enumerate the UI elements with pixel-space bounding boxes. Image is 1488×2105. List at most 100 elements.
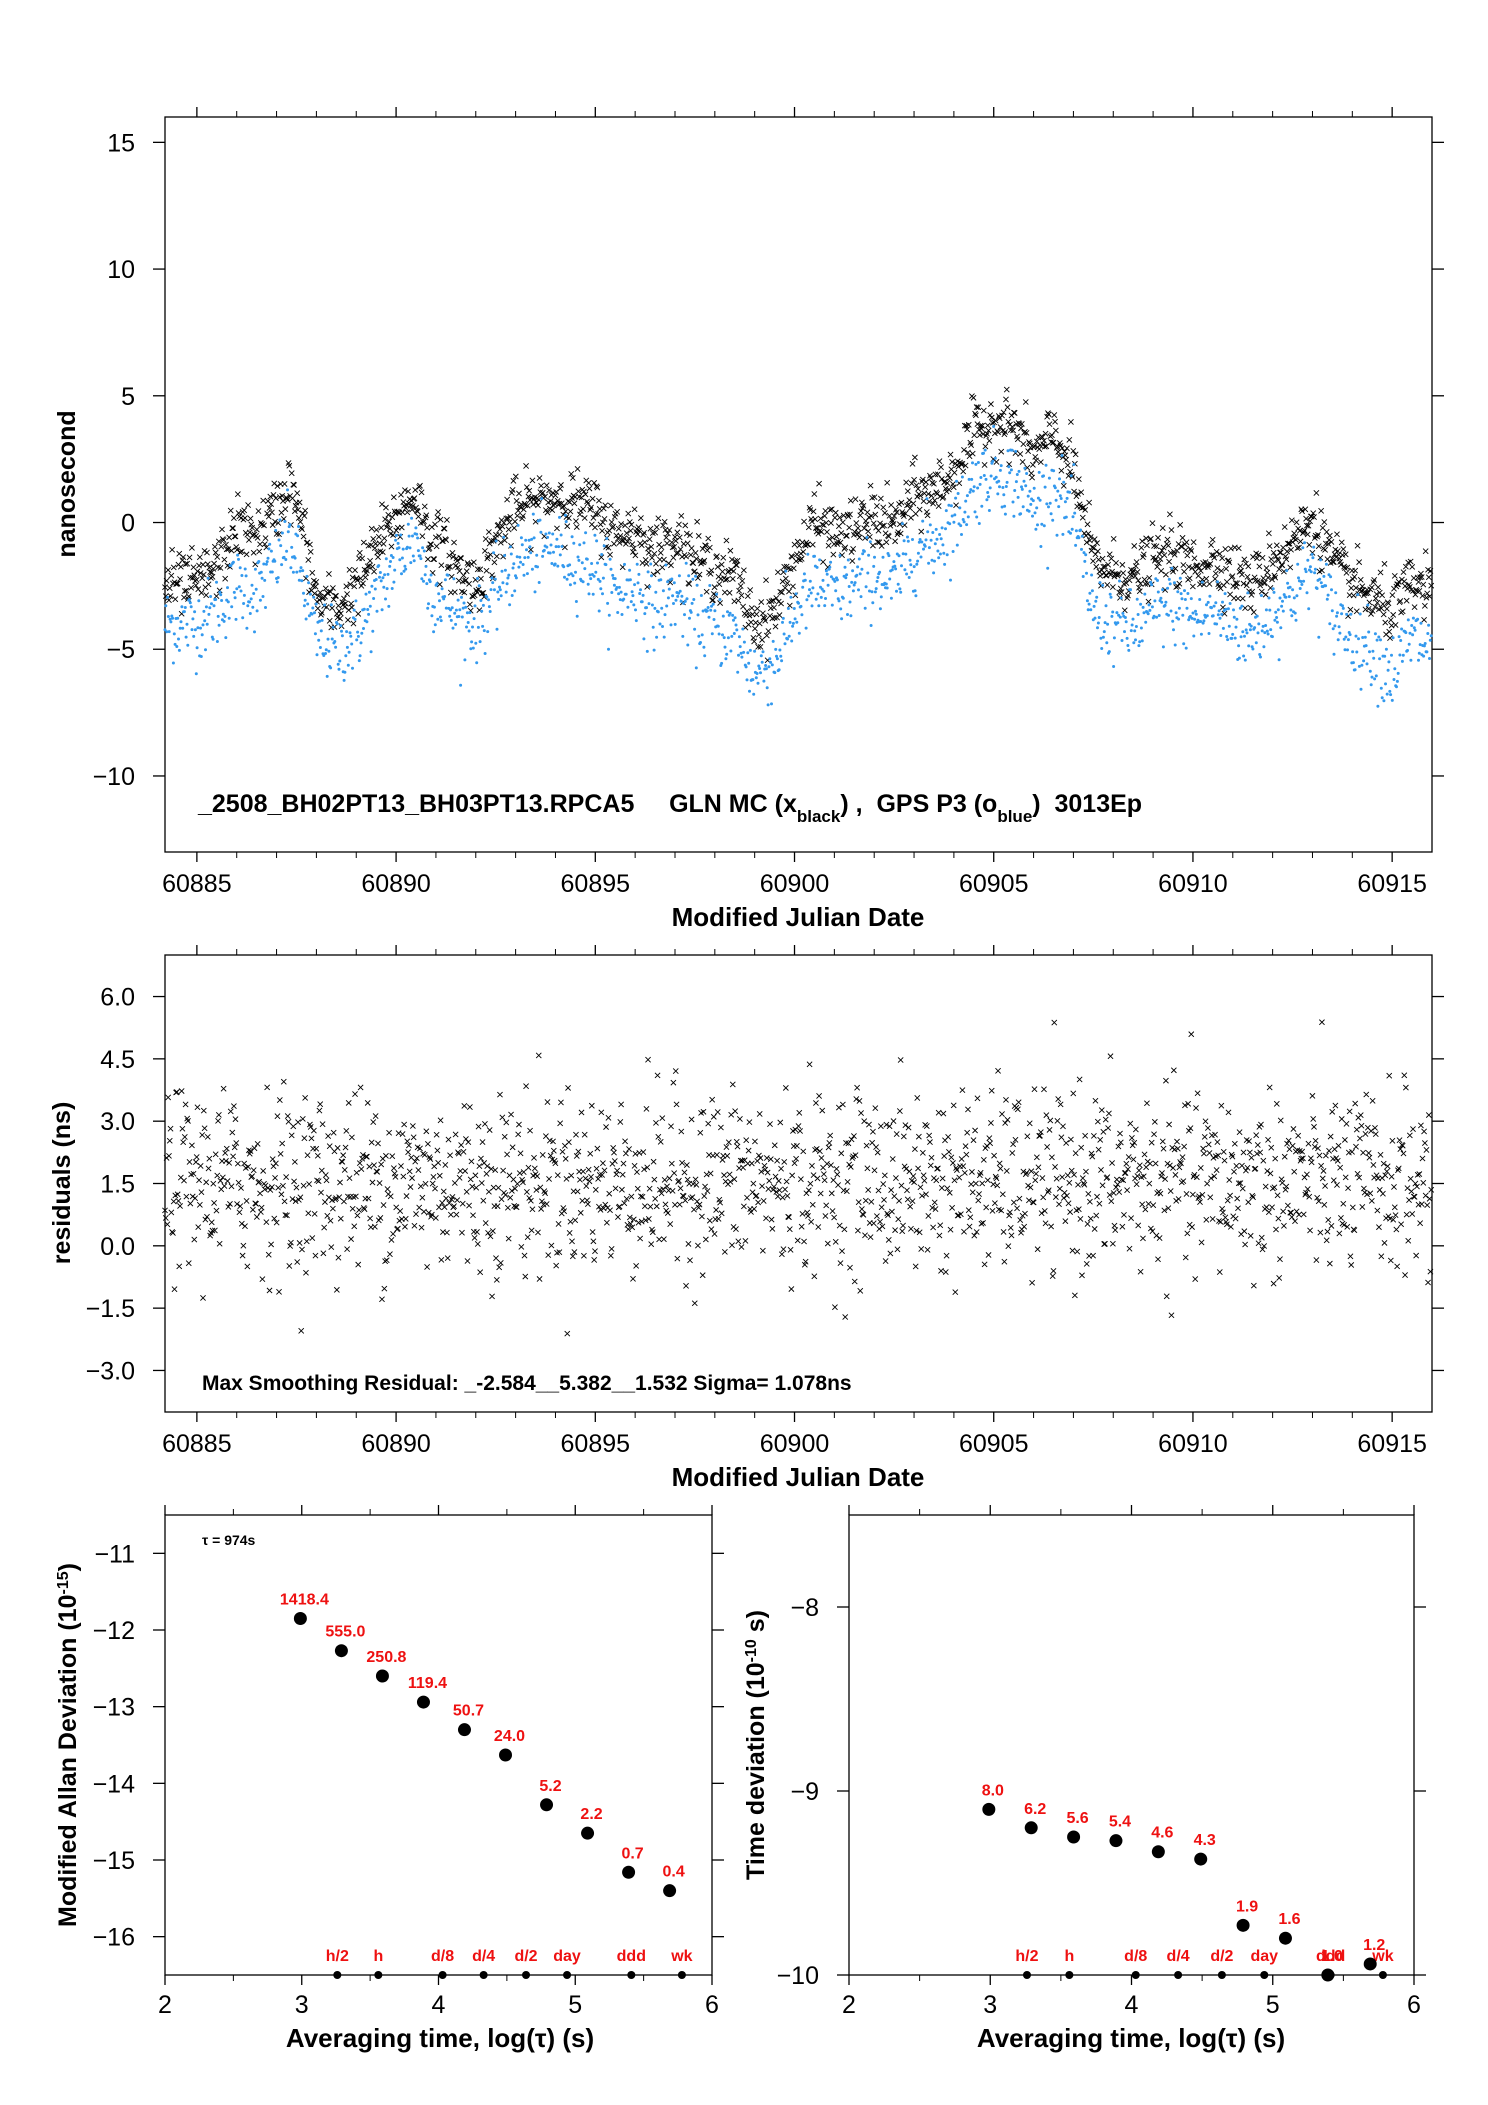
gps-point [895,589,898,593]
gln-point [763,577,769,584]
gps-point [1058,477,1061,481]
gps-point [1127,648,1131,652]
gln-point [1166,511,1173,518]
gln-point [461,589,468,596]
residual-point [1212,1131,1218,1138]
residual-point [1239,1162,1245,1169]
gps-point [708,584,712,587]
residual-point [310,1127,317,1134]
residual-point [991,1152,998,1159]
gln-point [677,546,684,553]
residual-point [1113,1176,1120,1183]
gps-point [781,616,785,620]
gps-point [270,570,274,574]
gln-point [584,500,591,507]
residual-point [1249,1192,1256,1199]
gps-point [456,598,460,602]
gps-point [460,595,463,599]
gln-point [1000,409,1007,416]
gps-point [323,603,327,607]
residual-point [1271,1184,1278,1191]
gln-point [911,476,918,483]
residual-point [1404,1185,1411,1192]
residual-point [390,1165,397,1172]
residual-point [740,1164,746,1171]
gln-point [1227,545,1234,552]
residual-point [553,1262,560,1269]
residual-point [755,1199,762,1206]
residual-point [1045,1187,1052,1194]
gps-point [443,578,447,582]
residual-point [1231,1140,1238,1147]
gln-point [229,525,236,532]
gln-point [526,487,533,494]
gps-point [659,578,663,582]
residual-point [1153,1232,1160,1239]
residual-point [208,1219,215,1226]
gps-point [1044,463,1048,467]
residual-point [1220,1209,1226,1216]
gps-point [801,585,805,589]
gln-point [499,523,506,530]
gps-point [511,566,515,570]
gps-point [367,612,371,616]
gln-point [873,503,880,509]
gps-point [425,582,429,586]
y-tick-label: −3.0 [86,1357,135,1385]
gps-point [1254,641,1258,645]
gps-point [230,605,234,609]
x-tick-label: 60910 [1158,870,1228,898]
residual-point [1309,1092,1316,1099]
residual-point [963,1151,970,1158]
residual-point [568,1172,575,1179]
gps-point [1182,642,1186,646]
residual-point [251,1145,258,1152]
residual-point [699,1272,706,1279]
residual-point [1151,1131,1157,1138]
gps-point [1261,624,1265,628]
gln-point [747,587,754,593]
gln-point [455,564,461,571]
gps-point [923,544,927,548]
gps-point [791,624,795,628]
residual-point [843,1188,850,1195]
gps-point [1400,627,1404,631]
gln-point [223,546,230,553]
residual-point [1354,1170,1361,1177]
residual-point [1026,1120,1033,1127]
gps-point [329,666,333,670]
gps-point [907,576,911,579]
gln-point [1260,575,1267,582]
gln-point [305,557,312,563]
gps-point [265,560,269,564]
gln-point [816,480,823,487]
gps-point [490,576,494,580]
gps-point [655,635,659,639]
gps-point [465,625,468,629]
gln-point [1115,571,1122,578]
residual-point [998,1207,1005,1214]
residual-point [1014,1205,1020,1212]
residual-point [721,1172,727,1179]
gln-point [1018,420,1025,427]
residual-point [603,1124,609,1130]
y-tick-label: 10 [107,256,135,284]
gps-point [193,610,197,614]
residual-point [870,1220,877,1227]
residual-point [324,1212,331,1219]
gln-point [486,540,493,547]
gln-point [945,472,952,478]
residual-point [1217,1218,1224,1225]
gps-point [199,626,202,630]
gln-point [510,477,517,484]
plot-annotation: _2508_BH02PT13_BH03PT13.RPCA5 GLN MC (xb… [197,790,1142,826]
gps-point [573,581,577,585]
gps-point [248,600,251,604]
gln-point [1341,563,1348,570]
residual-point [603,1219,610,1226]
gln-point [838,530,845,537]
residual-point [1007,1209,1013,1216]
gps-point [1003,512,1007,516]
gln-point [1305,522,1312,529]
gps-point [345,645,349,649]
